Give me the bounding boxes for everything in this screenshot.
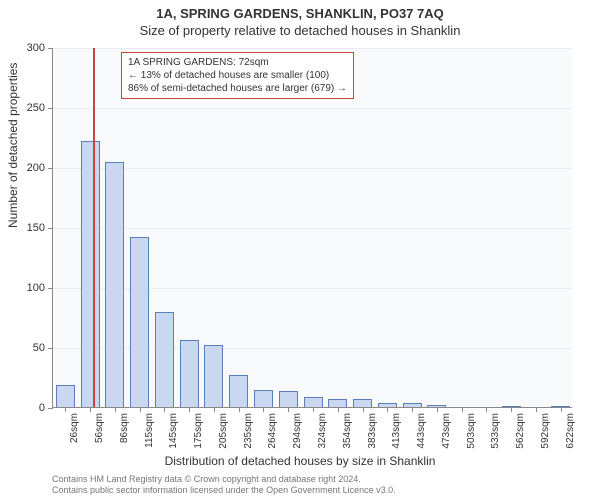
x-tick-label: 503sqm	[466, 413, 477, 449]
histogram-bar	[130, 237, 149, 407]
x-tick-label: 26sqm	[69, 413, 80, 443]
x-tick-label: 354sqm	[342, 413, 353, 449]
x-axis-label: Distribution of detached houses by size …	[0, 454, 600, 468]
y-tick-label: 100	[27, 282, 53, 294]
x-tick	[437, 407, 438, 412]
histogram-bar	[353, 399, 372, 407]
x-tick-label: 115sqm	[144, 413, 155, 448]
x-tick-label: 264sqm	[267, 413, 278, 449]
x-tick	[363, 407, 364, 412]
x-tick	[561, 407, 562, 412]
x-tick-label: 562sqm	[515, 413, 526, 449]
y-tick-label: 150	[27, 222, 53, 234]
histogram-bar	[204, 345, 223, 407]
annotation-box: 1A SPRING GARDENS: 72sqm ← 13% of detach…	[121, 52, 354, 99]
x-tick-label: 56sqm	[94, 413, 105, 443]
x-tick-label: 86sqm	[119, 413, 130, 443]
y-tick-label: 250	[27, 102, 53, 114]
x-tick-label: 324sqm	[317, 413, 328, 449]
x-tick	[338, 407, 339, 412]
x-tick	[536, 407, 537, 412]
gridline	[53, 48, 572, 49]
x-tick	[387, 407, 388, 412]
histogram-bar	[105, 162, 124, 407]
gridline	[53, 108, 572, 109]
histogram-bar	[229, 375, 248, 407]
footer-line-2: Contains public sector information licen…	[52, 485, 396, 496]
footer-attribution: Contains HM Land Registry data © Crown c…	[52, 474, 396, 496]
x-tick-label: 205sqm	[218, 413, 229, 449]
x-tick	[511, 407, 512, 412]
x-tick	[486, 407, 487, 412]
x-tick-label: 533sqm	[490, 413, 501, 449]
x-tick	[214, 407, 215, 412]
chart-container: 1A, SPRING GARDENS, SHANKLIN, PO37 7AQ S…	[0, 0, 600, 500]
chart-title-description: Size of property relative to detached ho…	[0, 21, 600, 38]
footer-line-1: Contains HM Land Registry data © Crown c…	[52, 474, 396, 485]
y-tick-label: 200	[27, 162, 53, 174]
x-tick	[263, 407, 264, 412]
gridline	[53, 168, 572, 169]
x-tick	[239, 407, 240, 412]
plot-area: 05010015020025030026sqm56sqm86sqm115sqm1…	[52, 48, 572, 408]
y-tick-label: 50	[33, 342, 53, 354]
gridline	[53, 228, 572, 229]
annotation-line-3: 86% of semi-detached houses are larger (…	[128, 82, 347, 95]
histogram-bar	[155, 312, 174, 407]
x-tick-label: 383sqm	[367, 413, 378, 449]
histogram-bar	[304, 397, 323, 407]
x-tick-label: 592sqm	[540, 413, 551, 449]
chart-title-address: 1A, SPRING GARDENS, SHANKLIN, PO37 7AQ	[0, 0, 600, 21]
x-tick	[115, 407, 116, 412]
y-axis-label: Number of detached properties	[6, 63, 20, 228]
x-tick	[462, 407, 463, 412]
x-tick-label: 413sqm	[391, 413, 402, 449]
x-tick-label: 443sqm	[416, 413, 427, 449]
annotation-line-1: 1A SPRING GARDENS: 72sqm	[128, 56, 347, 69]
x-tick	[412, 407, 413, 412]
x-tick	[189, 407, 190, 412]
histogram-bar	[254, 390, 273, 407]
x-tick	[164, 407, 165, 412]
y-tick-label: 300	[27, 42, 53, 54]
x-tick	[288, 407, 289, 412]
histogram-bar	[180, 340, 199, 407]
x-tick	[65, 407, 66, 412]
x-tick	[313, 407, 314, 412]
x-tick-label: 622sqm	[565, 413, 576, 449]
y-tick-label: 0	[39, 402, 53, 414]
x-tick-label: 175sqm	[193, 413, 204, 449]
x-tick-label: 145sqm	[168, 413, 179, 449]
x-tick	[140, 407, 141, 412]
x-tick	[90, 407, 91, 412]
annotation-line-2: ← 13% of detached houses are smaller (10…	[128, 69, 347, 82]
histogram-bar	[328, 399, 347, 407]
x-tick-label: 294sqm	[292, 413, 303, 449]
x-tick-label: 473sqm	[441, 413, 452, 449]
histogram-bar	[81, 141, 100, 407]
histogram-bar	[279, 391, 298, 407]
x-tick-label: 235sqm	[243, 413, 254, 449]
histogram-bar	[56, 385, 75, 407]
property-marker-line	[93, 48, 95, 407]
